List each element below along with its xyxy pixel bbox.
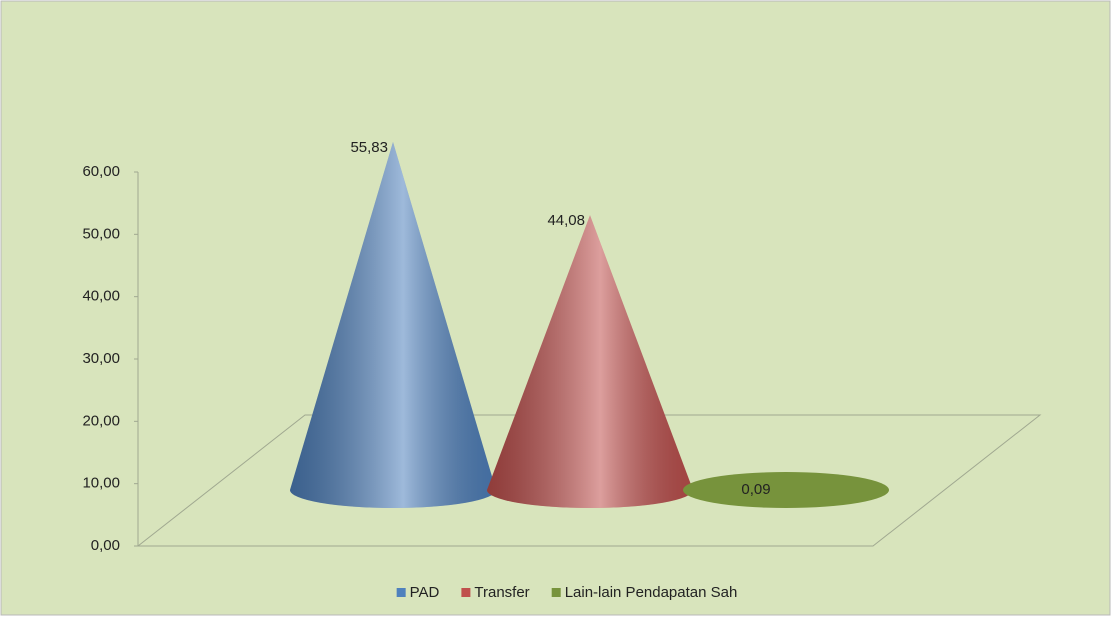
y-tick-label: 60,00: [82, 163, 120, 180]
y-tick-label: 0,00: [91, 537, 120, 554]
y-tick-label: 40,00: [82, 288, 120, 305]
legend-swatch: [461, 588, 471, 597]
y-tick-label: 50,00: [82, 225, 120, 242]
floor: [136, 414, 1042, 547]
legend-swatch: [551, 588, 561, 597]
cone: [683, 472, 889, 508]
legend-swatch: [396, 588, 406, 597]
y-tick-label: 10,00: [82, 475, 120, 492]
y-tick-label: 20,00: [82, 412, 120, 429]
legend-label: PAD: [410, 584, 440, 601]
data-label: 44,08: [547, 212, 585, 229]
data-label: 0,09: [741, 481, 770, 498]
legend-label: Lain-lain Pendapatan Sah: [565, 584, 738, 601]
legend-label: Transfer: [474, 584, 529, 601]
cone-shading: [290, 141, 496, 509]
cone-shading: [487, 215, 693, 508]
y-tick-label: 30,00: [82, 350, 120, 367]
data-label: 55,83: [350, 139, 388, 156]
